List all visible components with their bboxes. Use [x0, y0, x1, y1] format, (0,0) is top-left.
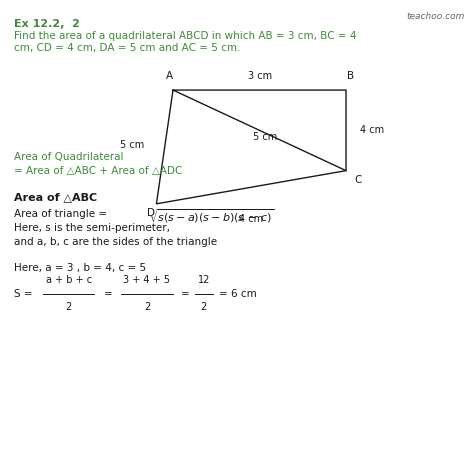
Text: C: C: [355, 175, 362, 185]
Text: Ex 12.2,  2: Ex 12.2, 2: [14, 19, 80, 29]
Text: $\sqrt{s(s-a)(s-b)(s\,-\,c)}$: $\sqrt{s(s-a)(s-b)(s\,-\,c)}$: [149, 207, 275, 225]
Text: a + b + c: a + b + c: [46, 275, 92, 285]
Text: 5 cm: 5 cm: [253, 132, 278, 143]
Text: 5 cm: 5 cm: [120, 139, 145, 150]
Text: 4 cm: 4 cm: [239, 214, 263, 224]
Text: Area of △ABC: Area of △ABC: [14, 192, 97, 202]
Text: 2: 2: [144, 302, 150, 312]
Text: Area of triangle =: Area of triangle =: [14, 209, 110, 219]
Text: Find the area of a quadrilateral ABCD in which AB = 3 cm, BC = 4: Find the area of a quadrilateral ABCD in…: [14, 31, 357, 41]
Text: D: D: [147, 208, 155, 218]
Text: 3 cm: 3 cm: [248, 71, 272, 81]
Text: and a, b, c are the sides of the triangle: and a, b, c are the sides of the triangl…: [14, 237, 218, 247]
Text: B: B: [347, 71, 355, 81]
Text: = Area of △ABC + Area of △ADC: = Area of △ABC + Area of △ADC: [14, 166, 182, 176]
Text: 2: 2: [201, 302, 207, 312]
Text: Here, a = 3 , b = 4, c = 5: Here, a = 3 , b = 4, c = 5: [14, 263, 146, 273]
Text: =: =: [104, 289, 112, 299]
Text: 3 + 4 + 5: 3 + 4 + 5: [123, 275, 171, 285]
Text: 12: 12: [198, 275, 210, 285]
Text: S =: S =: [14, 289, 36, 299]
Text: teachoo.com: teachoo.com: [406, 12, 465, 21]
Text: = 6 cm: = 6 cm: [219, 289, 257, 299]
Text: A: A: [166, 71, 173, 81]
Text: cm, CD = 4 cm, DA = 5 cm and AC = 5 cm.: cm, CD = 4 cm, DA = 5 cm and AC = 5 cm.: [14, 43, 241, 53]
Text: Area of Quadrilateral: Area of Quadrilateral: [14, 152, 124, 162]
Text: Here, s is the semi-perimeter,: Here, s is the semi-perimeter,: [14, 223, 170, 233]
Text: 2: 2: [65, 302, 72, 312]
Text: =: =: [181, 289, 189, 299]
Text: 4 cm: 4 cm: [360, 125, 384, 136]
